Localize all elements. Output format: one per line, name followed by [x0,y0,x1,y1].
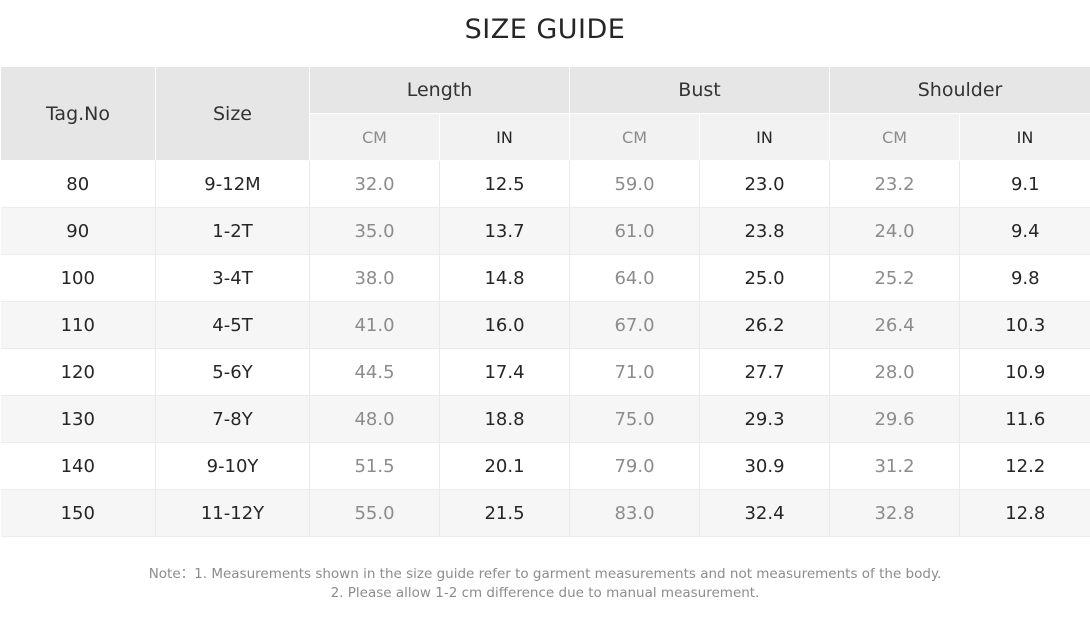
bust-in-cell: 23.8 [699,207,831,255]
bust-in-cell: 25.0 [699,254,831,302]
shoulder-cm-cell: 23.2 [829,160,961,208]
size-cell: 1-2T [155,207,310,255]
length-in-cell: 13.7 [438,207,571,255]
table-row: 120 5-6Y 44.5 17.4 71.0 27.7 28.0 10.9 [0,348,1090,396]
length-in-cell: 14.8 [438,254,571,302]
bust-cm-cell: 67.0 [569,301,701,349]
shoulder-cm-cell: 24.0 [829,207,961,255]
size-cell: 4-5T [155,301,310,349]
bust-cm-cell: 59.0 [569,160,701,208]
tag-no-cell: 150 [0,489,156,537]
table-row: 110 4-5T 41.0 16.0 67.0 26.2 26.4 10.3 [0,301,1090,349]
tag-no-cell: 100 [0,254,156,302]
length-cm-cell: 55.0 [309,489,440,537]
shoulder-cm-cell: 31.2 [829,442,961,490]
shoulder-in-cell: 10.9 [959,348,1090,396]
shoulder-in-cell: 9.8 [959,254,1090,302]
bust-in-cell: 32.4 [699,489,831,537]
tag-no-cell: 80 [0,160,156,208]
bust-in-cell: 23.0 [699,160,831,208]
length-cm-cell: 51.5 [309,442,440,490]
length-in-cell: 20.1 [438,442,571,490]
table-row: 150 11-12Y 55.0 21.5 83.0 32.4 32.8 12.8 [0,489,1090,537]
header-length: Length [308,66,571,114]
header-bust-cm: CM [569,113,701,161]
bust-in-cell: 29.3 [699,395,831,443]
length-in-cell: 18.8 [438,395,571,443]
length-cm-cell: 48.0 [309,395,440,443]
shoulder-in-cell: 11.6 [959,395,1090,443]
bust-cm-cell: 61.0 [569,207,701,255]
shoulder-in-cell: 12.2 [959,442,1090,490]
bust-cm-cell: 79.0 [569,442,701,490]
bust-cm-cell: 83.0 [569,489,701,537]
header-size: Size [155,66,310,161]
note-line-2: 2. Please allow 1-2 cm difference due to… [330,585,760,601]
table-row: 100 3-4T 38.0 14.8 64.0 25.0 25.2 9.8 [0,254,1090,302]
table-row: 90 1-2T 35.0 13.7 61.0 23.8 24.0 9.4 [0,207,1090,255]
shoulder-cm-cell: 29.6 [829,395,961,443]
table-row: 130 7-8Y 48.0 18.8 75.0 29.3 29.6 11.6 [0,395,1090,443]
length-in-cell: 21.5 [438,489,571,537]
size-cell: 9-10Y [155,442,310,490]
shoulder-in-cell: 9.1 [959,160,1090,208]
shoulder-in-cell: 9.4 [959,207,1090,255]
size-cell: 5-6Y [155,348,310,396]
size-cell: 7-8Y [155,395,310,443]
header-length-in: IN [438,113,571,161]
size-cell: 9-12M [155,160,310,208]
length-cm-cell: 41.0 [309,301,440,349]
bust-cm-cell: 64.0 [569,254,701,302]
tag-no-cell: 120 [0,348,156,396]
shoulder-cm-cell: 32.8 [829,489,961,537]
shoulder-in-cell: 12.8 [959,489,1090,537]
length-in-cell: 12.5 [438,160,571,208]
length-cm-cell: 35.0 [309,207,440,255]
note-line-1: Note：1. Measurements shown in the size g… [148,566,942,582]
length-cm-cell: 32.0 [309,160,440,208]
shoulder-cm-cell: 26.4 [829,301,961,349]
bust-in-cell: 27.7 [699,348,831,396]
table-row: 80 9-12M 32.0 12.5 59.0 23.0 23.2 9.1 [0,160,1090,208]
shoulder-cm-cell: 28.0 [829,348,961,396]
header-bust: Bust [569,66,831,114]
size-cell: 11-12Y [155,489,310,537]
bust-cm-cell: 71.0 [569,348,701,396]
length-cm-cell: 38.0 [309,254,440,302]
header-tag-no: Tag.No [0,66,156,161]
header-length-cm: CM [309,113,440,161]
bust-cm-cell: 75.0 [569,395,701,443]
size-guide-table: Tag.No Size Length Bust Shoulder CM IN C… [0,66,1090,537]
bust-in-cell: 26.2 [699,301,831,349]
tag-no-cell: 130 [0,395,156,443]
shoulder-in-cell: 10.3 [959,301,1090,349]
bust-in-cell: 30.9 [699,442,831,490]
length-cm-cell: 44.5 [309,348,440,396]
tag-no-cell: 140 [0,442,156,490]
header-shoulder: Shoulder [829,66,1090,114]
size-cell: 3-4T [155,254,310,302]
tag-no-cell: 90 [0,207,156,255]
table-row: 140 9-10Y 51.5 20.1 79.0 30.9 31.2 12.2 [0,442,1090,490]
length-in-cell: 16.0 [438,301,571,349]
notes: Note：1. Measurements shown in the size g… [0,565,1090,603]
page-title: SIZE GUIDE [464,14,626,45]
header-shoulder-cm: CM [829,113,961,161]
tag-no-cell: 110 [0,301,156,349]
header-bust-in: IN [699,113,831,161]
shoulder-cm-cell: 25.2 [829,254,961,302]
header-shoulder-in: IN [959,113,1090,161]
length-in-cell: 17.4 [438,348,571,396]
